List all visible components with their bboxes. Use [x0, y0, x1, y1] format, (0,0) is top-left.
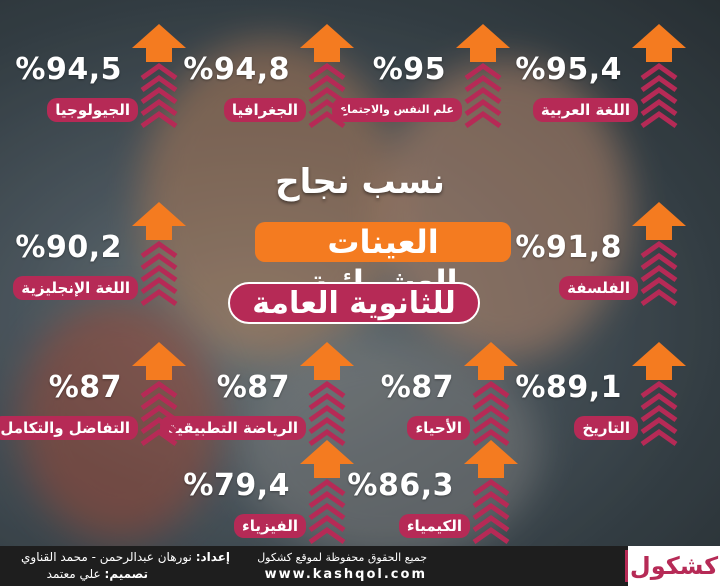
- design-by: تصميم: علي معتمد: [47, 567, 148, 581]
- stat-value: %87: [48, 370, 122, 405]
- up-arrow-icon: [298, 340, 356, 450]
- stat-applied-math: %87 الرياضة التطبيقية: [160, 340, 356, 450]
- up-arrow-icon: [630, 340, 688, 450]
- stat-chemistry: %86,3 الكيمياء: [340, 438, 520, 548]
- stat-biology: %87 الأحياء: [340, 340, 520, 450]
- stat-value: %94,8: [183, 52, 290, 87]
- site-url: www.kashqol.com: [264, 567, 427, 582]
- stat-geology: %94,5 الجيولوجيا: [8, 22, 188, 132]
- heading-line2: العينات العشوائية: [255, 222, 511, 301]
- stat-value: %95: [372, 52, 446, 87]
- heading-line3: للثانوية العامة: [228, 282, 480, 324]
- stat-label: علم النفس والاجتماع: [331, 98, 462, 122]
- stat-history: %89,1 التاريخ: [508, 340, 688, 450]
- logo-divider: [625, 550, 628, 582]
- stat-label: اللغة العربية: [532, 98, 638, 122]
- stat-calculus: %87 التفاضل والتكامل: [0, 340, 188, 450]
- stat-arabic: %95,4 اللغة العربية: [508, 22, 688, 132]
- design-name: علي معتمد: [46, 567, 101, 581]
- up-arrow-icon: [462, 340, 520, 450]
- stat-label: الكيمياء: [398, 514, 470, 538]
- stat-physics: %79,4 الفيزياء: [176, 438, 356, 548]
- copyright-text: جميع الحقوق محفوظة لموقع كشكول: [257, 551, 427, 564]
- stat-label: التاريخ: [574, 416, 638, 440]
- up-arrow-icon: [630, 200, 688, 310]
- up-arrow-icon: [130, 200, 188, 310]
- up-arrow-icon: [454, 22, 512, 132]
- stat-value: %87: [216, 370, 290, 405]
- stat-value: %86,3: [347, 468, 454, 503]
- stat-label: الأحياء: [407, 416, 470, 440]
- stat-value: %95,4: [515, 52, 622, 87]
- footer: كشكول جميع الحقوق محفوظة لموقع كشكول www…: [0, 546, 720, 586]
- stat-label: الفيزياء: [234, 514, 306, 538]
- stat-value: %90,2: [15, 230, 122, 265]
- stat-label: اللغة الإنجليزية: [13, 276, 138, 300]
- stat-value: %89,1: [515, 370, 622, 405]
- prepared-names: نورهان عبدالرحمن - محمد القناوي: [21, 550, 192, 564]
- stat-psychology: %95 علم النفس والاجتماع: [331, 22, 512, 132]
- heading-line1: نسب نجاح: [275, 162, 445, 202]
- logo: كشكول: [628, 546, 720, 586]
- stat-label: الفلسفة: [559, 276, 638, 300]
- up-arrow-icon: [130, 22, 188, 132]
- stat-english: %90,2 اللغة الإنجليزية: [8, 200, 188, 310]
- prepared-label: إعداد:: [195, 550, 230, 564]
- stat-value: %87: [380, 370, 454, 405]
- stat-value: %91,8: [515, 230, 622, 265]
- stat-value: %79,4: [183, 468, 290, 503]
- stat-geography: %94,8 الجغرافيا: [176, 22, 356, 132]
- up-arrow-icon: [130, 340, 188, 450]
- stat-label: الجيولوجيا: [47, 98, 138, 122]
- stat-label: الرياضة التطبيقية: [160, 416, 306, 440]
- stat-philosophy: %91,8 الفلسفة: [508, 200, 688, 310]
- design-label: تصميم:: [104, 567, 148, 581]
- up-arrow-icon: [298, 438, 356, 548]
- prepared-by: إعداد: نورهان عبدالرحمن - محمد القناوي: [21, 550, 230, 564]
- up-arrow-icon: [462, 438, 520, 548]
- stat-value: %94,5: [15, 52, 122, 87]
- stat-label: التفاضل والتكامل: [0, 416, 138, 440]
- up-arrow-icon: [298, 22, 356, 132]
- up-arrow-icon: [630, 22, 688, 132]
- stat-label: الجغرافيا: [223, 98, 306, 122]
